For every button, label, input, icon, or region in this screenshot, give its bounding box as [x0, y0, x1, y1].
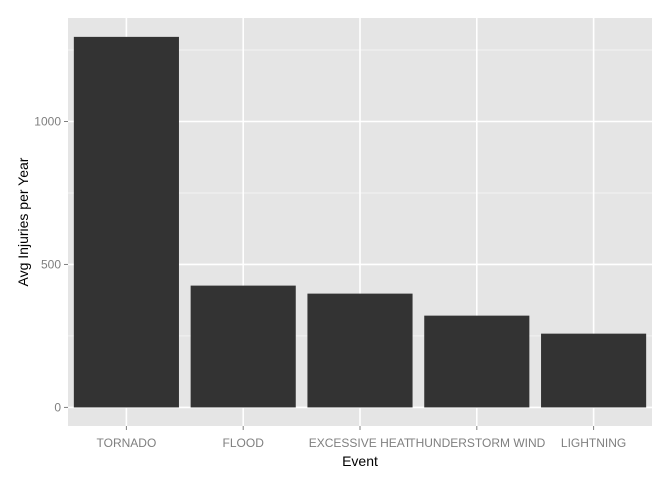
y-axis: 0 500 1000: [34, 115, 68, 414]
x-tick-label: THUNDERSTORM WIND: [408, 436, 545, 450]
bar-flood: [190, 285, 296, 408]
y-tick-label: 1000: [34, 115, 61, 129]
bar-excessive-heat: [307, 293, 413, 408]
bars: [73, 36, 647, 408]
x-tick-label: LIGHTNING: [561, 436, 626, 450]
x-tick-label: TORNADO: [97, 436, 157, 450]
x-tick-label: EXCESSIVE HEAT: [309, 436, 412, 450]
bar-lightning: [541, 333, 647, 408]
y-axis-title: Avg Injuries per Year: [15, 157, 31, 286]
x-axis-title: Event: [342, 453, 378, 469]
bar-tornado: [73, 36, 179, 408]
y-tick-label: 0: [54, 400, 61, 414]
bar-thunderstorm-wind: [424, 315, 530, 408]
y-tick-label: 500: [41, 257, 61, 271]
x-tick-label: FLOOD: [223, 436, 265, 450]
